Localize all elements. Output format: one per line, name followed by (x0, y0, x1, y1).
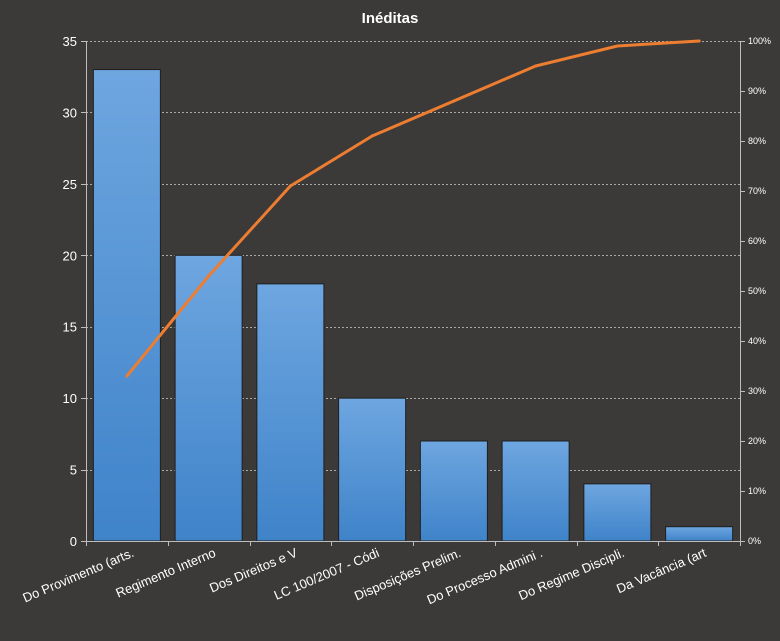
y2-tick-label: 80% (748, 136, 766, 146)
y2-tick-label: 30% (748, 386, 766, 396)
x-tick-label: Da Vacância (art (614, 545, 708, 596)
y-tick-label: 30 (63, 105, 77, 120)
y2-tick-label: 50% (748, 286, 766, 296)
y2-tick-label: 20% (748, 436, 766, 446)
y-tick-label: 35 (63, 34, 77, 49)
y-tick-label: 10 (63, 391, 77, 406)
y2-tick-label: 70% (748, 186, 766, 196)
y2-tick-label: 100% (748, 36, 771, 46)
bar (501, 440, 570, 542)
bar (174, 254, 243, 542)
cumulative-line-series (125, 39, 701, 378)
y-tick-label: 20 (63, 248, 77, 263)
axes (81, 41, 745, 546)
bar (419, 440, 488, 542)
y-tick-label: 25 (63, 177, 77, 192)
y2-tick-label: 10% (748, 486, 766, 496)
y2-tick-label: 60% (748, 236, 766, 246)
bar (665, 526, 734, 542)
line-point (697, 39, 701, 43)
bar (92, 69, 161, 542)
line-point (452, 99, 456, 103)
cumulative-line (125, 39, 701, 378)
line-point (288, 184, 292, 188)
chart-title: Inéditas (362, 10, 419, 27)
y-tick-label: 5 (70, 463, 77, 478)
line-point (370, 134, 374, 138)
y2-tick-label: 90% (748, 86, 766, 96)
y-axis-tick-labels: 0 5 10 15 20 25 30 35 (63, 34, 77, 549)
line-point (615, 44, 619, 48)
y-tick-label: 0 (70, 534, 77, 549)
bar (256, 283, 325, 542)
y2-tick-label: 40% (748, 336, 766, 346)
bar (338, 397, 407, 542)
line-point (125, 374, 129, 378)
x-axis-tick-labels: Do Provimento (arts.Regimento InternoDos… (20, 545, 708, 608)
line-point (534, 64, 538, 68)
secondary-y-axis-tick-labels: 0% 10% 20% 30% 40% 50% 60% 70% 80% 90% 100% (748, 36, 771, 546)
line-point (207, 274, 211, 278)
y-tick-label: 15 (63, 320, 77, 335)
bar (583, 483, 652, 542)
bar-series (92, 69, 734, 542)
y2-tick-label: 0% (748, 536, 761, 546)
